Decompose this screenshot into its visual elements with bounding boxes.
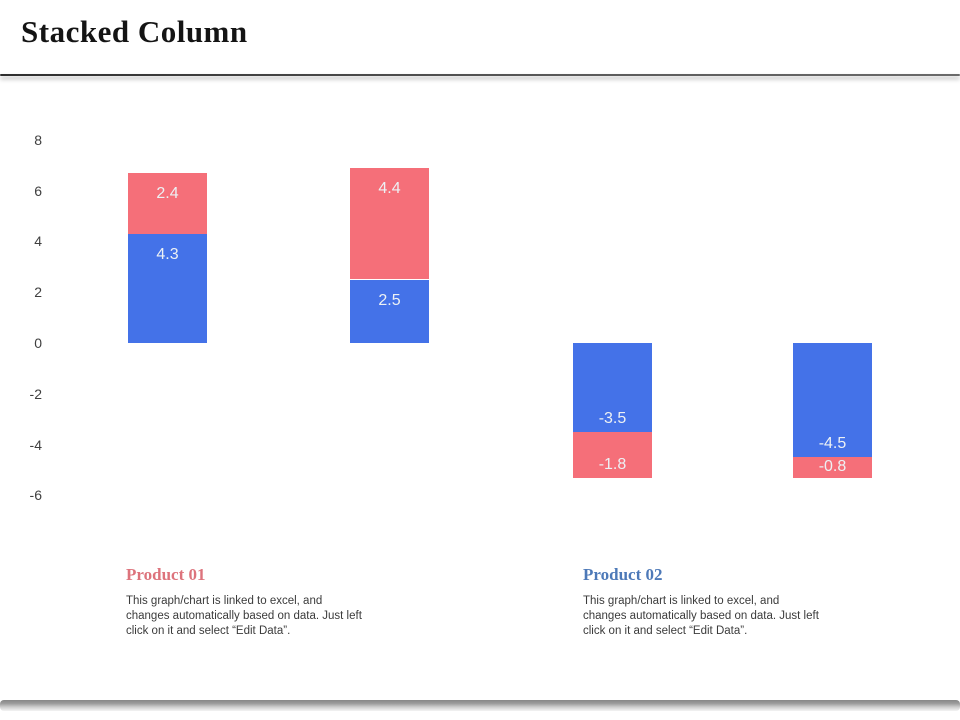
y-axis-label: 0 — [34, 335, 42, 351]
bar-value-label: -1.8 — [598, 455, 627, 473]
bar-segment-blue-series-col2[interactable]: 2.5 — [350, 279, 429, 343]
bar-segment-red-series-col3[interactable]: -1.8 — [573, 431, 652, 478]
bar-segment-blue-series-col3[interactable]: -3.5 — [573, 343, 652, 432]
bar-segment-red-series-col1[interactable]: 2.4 — [128, 172, 207, 234]
bar-segment-blue-series-col1[interactable]: 4.3 — [128, 233, 207, 343]
page-title: Stacked Column — [21, 14, 248, 49]
y-axis-label: 4 — [34, 233, 42, 250]
bar-value-label: -3.5 — [598, 409, 627, 427]
y-axis-label: -2 — [29, 385, 42, 402]
y-axis-label: 6 — [34, 182, 42, 199]
bar-segment-blue-series-col4[interactable]: -4.5 — [793, 343, 872, 458]
section-product-02-body: This graph/chart is linked to excel, and… — [583, 595, 819, 637]
bar-segment-red-series-col2[interactable]: 4.4 — [350, 167, 429, 280]
section-product-01-body: This graph/chart is linked to excel, and… — [126, 595, 362, 637]
bar-value-label: 4.4 — [378, 179, 401, 197]
y-axis-label: 2 — [34, 284, 42, 301]
stacked-column-chart[interactable]: 8 6 4 2 0 -2 -4 -6 4.3 2.4 2.5 4.4 -3.5 -1.8 -4.5 -0.8 — [0, 118, 960, 538]
title-divider — [0, 74, 960, 76]
bar-value-label: 2.5 — [378, 291, 401, 309]
section-product-02-heading: Product 02 — [583, 565, 663, 584]
section-product-01: Product 01 This graph/chart is linked to… — [126, 564, 392, 639]
bar-value-label: 2.4 — [156, 184, 179, 202]
section-product-01-heading: Product 01 — [126, 565, 206, 584]
bar-value-label: -4.5 — [818, 435, 847, 453]
y-axis-label: 8 — [34, 131, 42, 148]
section-product-02: Product 02 This graph/chart is linked to… — [583, 564, 849, 639]
bar-segment-red-series-col4[interactable]: -0.8 — [793, 457, 872, 478]
bottom-divider-bar — [0, 700, 960, 711]
bar-value-label: 4.3 — [156, 245, 179, 263]
y-axis-label: -6 — [29, 487, 42, 504]
y-axis-label: -4 — [29, 436, 42, 453]
bar-value-label: -0.8 — [818, 458, 847, 476]
